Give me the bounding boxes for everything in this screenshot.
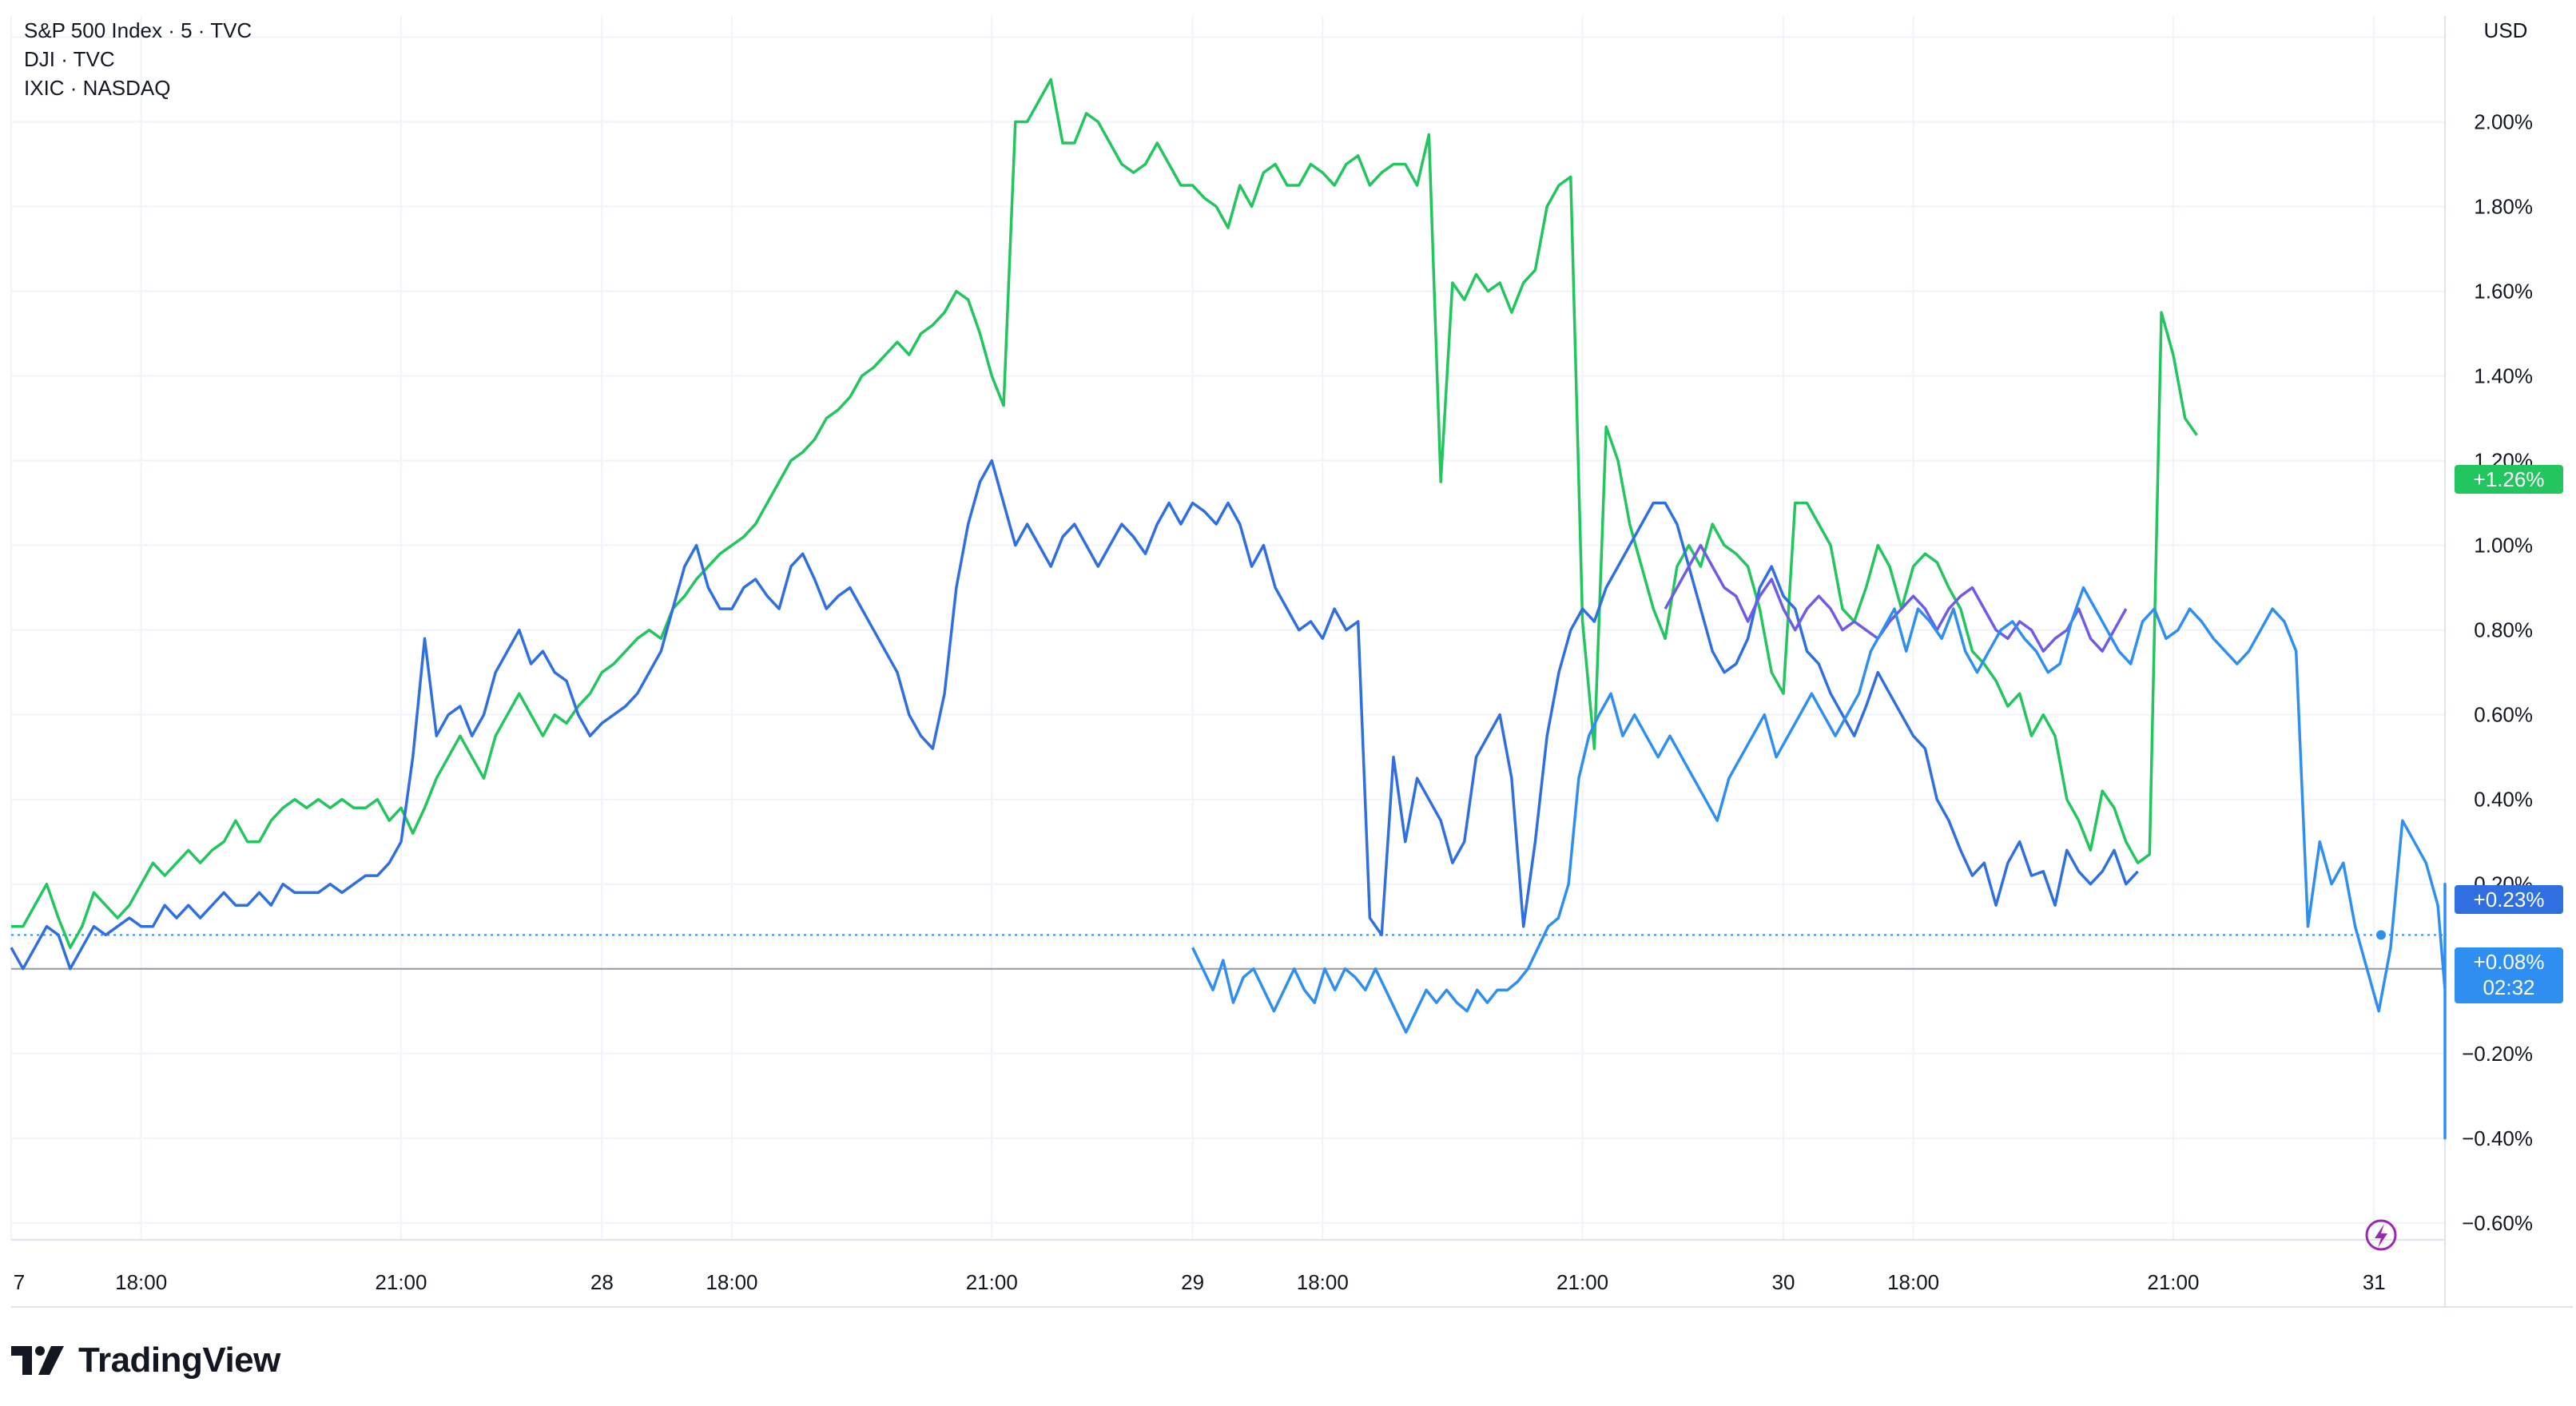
- legend-item-sp500[interactable]: S&P 500 Index · 5 · TVC: [24, 18, 252, 42]
- price-tag-lightblue-label: +0.08%: [2473, 950, 2545, 974]
- y-tick-label: 0.80%: [2474, 618, 2533, 642]
- currency-button[interactable]: USD: [2466, 14, 2546, 46]
- y-tick-label: 1.60%: [2474, 280, 2533, 304]
- last-point-marker: [2376, 930, 2386, 940]
- x-tick-label: 21:00: [1556, 1270, 1608, 1294]
- y-axis-ticks: 2.20%2.00%1.80%1.60%1.40%1.20%1.00%0.80%…: [2462, 26, 2533, 1235]
- y-tick-label: 0.40%: [2474, 788, 2533, 812]
- x-tick-label: 21:00: [966, 1270, 1018, 1294]
- y-tick-label: −0.40%: [2462, 1126, 2533, 1150]
- axes: [11, 16, 2573, 1308]
- price-tag-countdown: 02:32: [2483, 975, 2535, 999]
- x-tick-label: 21:00: [375, 1270, 427, 1294]
- y-tick-label: 2.00%: [2474, 110, 2533, 134]
- series-line-2: [1664, 543, 2128, 653]
- price-tag-blue: +0.23%: [2455, 885, 2563, 914]
- legend: S&P 500 Index · 5 · TVC DJI · TVC IXIC ·…: [24, 16, 252, 102]
- price-tag-blue-label: +0.23%: [2473, 888, 2545, 912]
- series-line-1: [10, 459, 2139, 971]
- series-line-0: [11, 77, 2198, 949]
- y-tick-label: 0.60%: [2474, 703, 2533, 727]
- x-tick-label: 7: [14, 1270, 25, 1294]
- x-tick-label: 30: [1772, 1270, 1795, 1294]
- x-tick-label: 21:00: [2147, 1270, 2199, 1294]
- y-tick-label: −0.60%: [2462, 1211, 2533, 1235]
- x-tick-label: 18:00: [1297, 1270, 1349, 1294]
- legend-item-dji[interactable]: DJI · TVC: [24, 47, 115, 71]
- y-tick-label: 1.00%: [2474, 534, 2533, 558]
- x-tick-label: 28: [590, 1270, 614, 1294]
- series-lines: [10, 77, 2447, 1140]
- legend-item-ixic[interactable]: IXIC · NASDAQ: [24, 76, 171, 100]
- series-line-3: [1191, 586, 2447, 1140]
- x-tick-label: 18:00: [706, 1270, 757, 1294]
- x-tick-label: 18:00: [115, 1270, 167, 1294]
- x-tick-label: 29: [1181, 1270, 1204, 1294]
- price-tag-green: +1.26%: [2455, 465, 2563, 494]
- grid-lines: [10, 16, 2445, 1240]
- brand-name: TradingView: [78, 1340, 280, 1380]
- y-tick-label: −0.20%: [2462, 1042, 2533, 1066]
- flash-icon[interactable]: [2365, 1219, 2397, 1251]
- tradingview-logo[interactable]: TradingView: [11, 1333, 280, 1388]
- price-tag-green-label: +1.26%: [2473, 467, 2545, 491]
- x-tick-label: 31: [2363, 1270, 2386, 1294]
- y-tick-label: 1.40%: [2474, 364, 2533, 388]
- x-tick-label: 18:00: [1887, 1270, 1939, 1294]
- tradingview-logo-icon: [11, 1346, 64, 1375]
- y-tick-label: 1.80%: [2474, 195, 2533, 219]
- x-axis-ticks: 7 18:00 21:00 28 18:00 21:00 29 18:00 21:00 30 18:…: [14, 1270, 2386, 1294]
- price-tag-lightblue: +0.08% 02:32: [2455, 947, 2563, 1003]
